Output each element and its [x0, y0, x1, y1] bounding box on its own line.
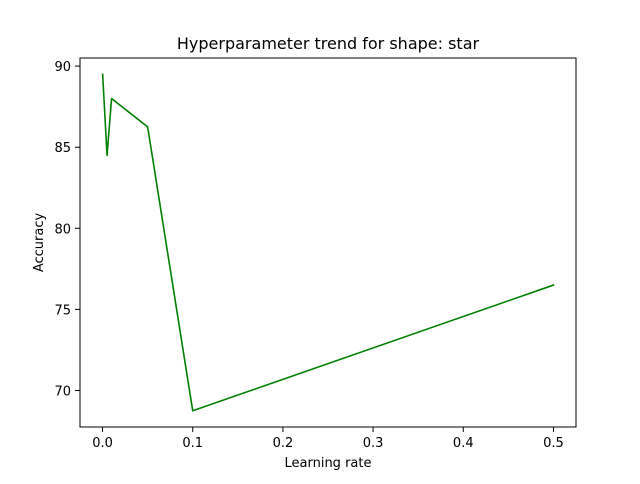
series-layer [101, 73, 555, 412]
y-tick-label: 80 [54, 222, 71, 237]
x-axis-ticks: 0.0 0.1 0.2 0.3 0.4 0.5 [92, 427, 564, 451]
axes-frame [79, 57, 577, 428]
y-tick-label: 90 [54, 60, 71, 75]
chart-title: Hyperparameter trend for shape: star [177, 34, 480, 53]
x-tick-label: 0.2 [273, 436, 294, 451]
y-tick-label: 70 [54, 385, 71, 400]
x-axis-label: Learning rate [285, 456, 372, 471]
x-tick-label: 0.1 [182, 436, 203, 451]
plot-area [79, 57, 577, 428]
y-tick-label: 85 [54, 141, 71, 156]
y-tick-label: 75 [54, 303, 71, 318]
x-tick-label: 0.3 [363, 436, 384, 451]
y-axis-label: Accuracy [32, 213, 47, 273]
y-axis-ticks: 70 75 80 85 90 [54, 60, 80, 400]
x-tick-label: 0.5 [543, 436, 564, 451]
x-tick-label: 0.4 [453, 436, 474, 451]
x-tick-label: 0.0 [92, 436, 113, 451]
series-line [101, 73, 555, 412]
